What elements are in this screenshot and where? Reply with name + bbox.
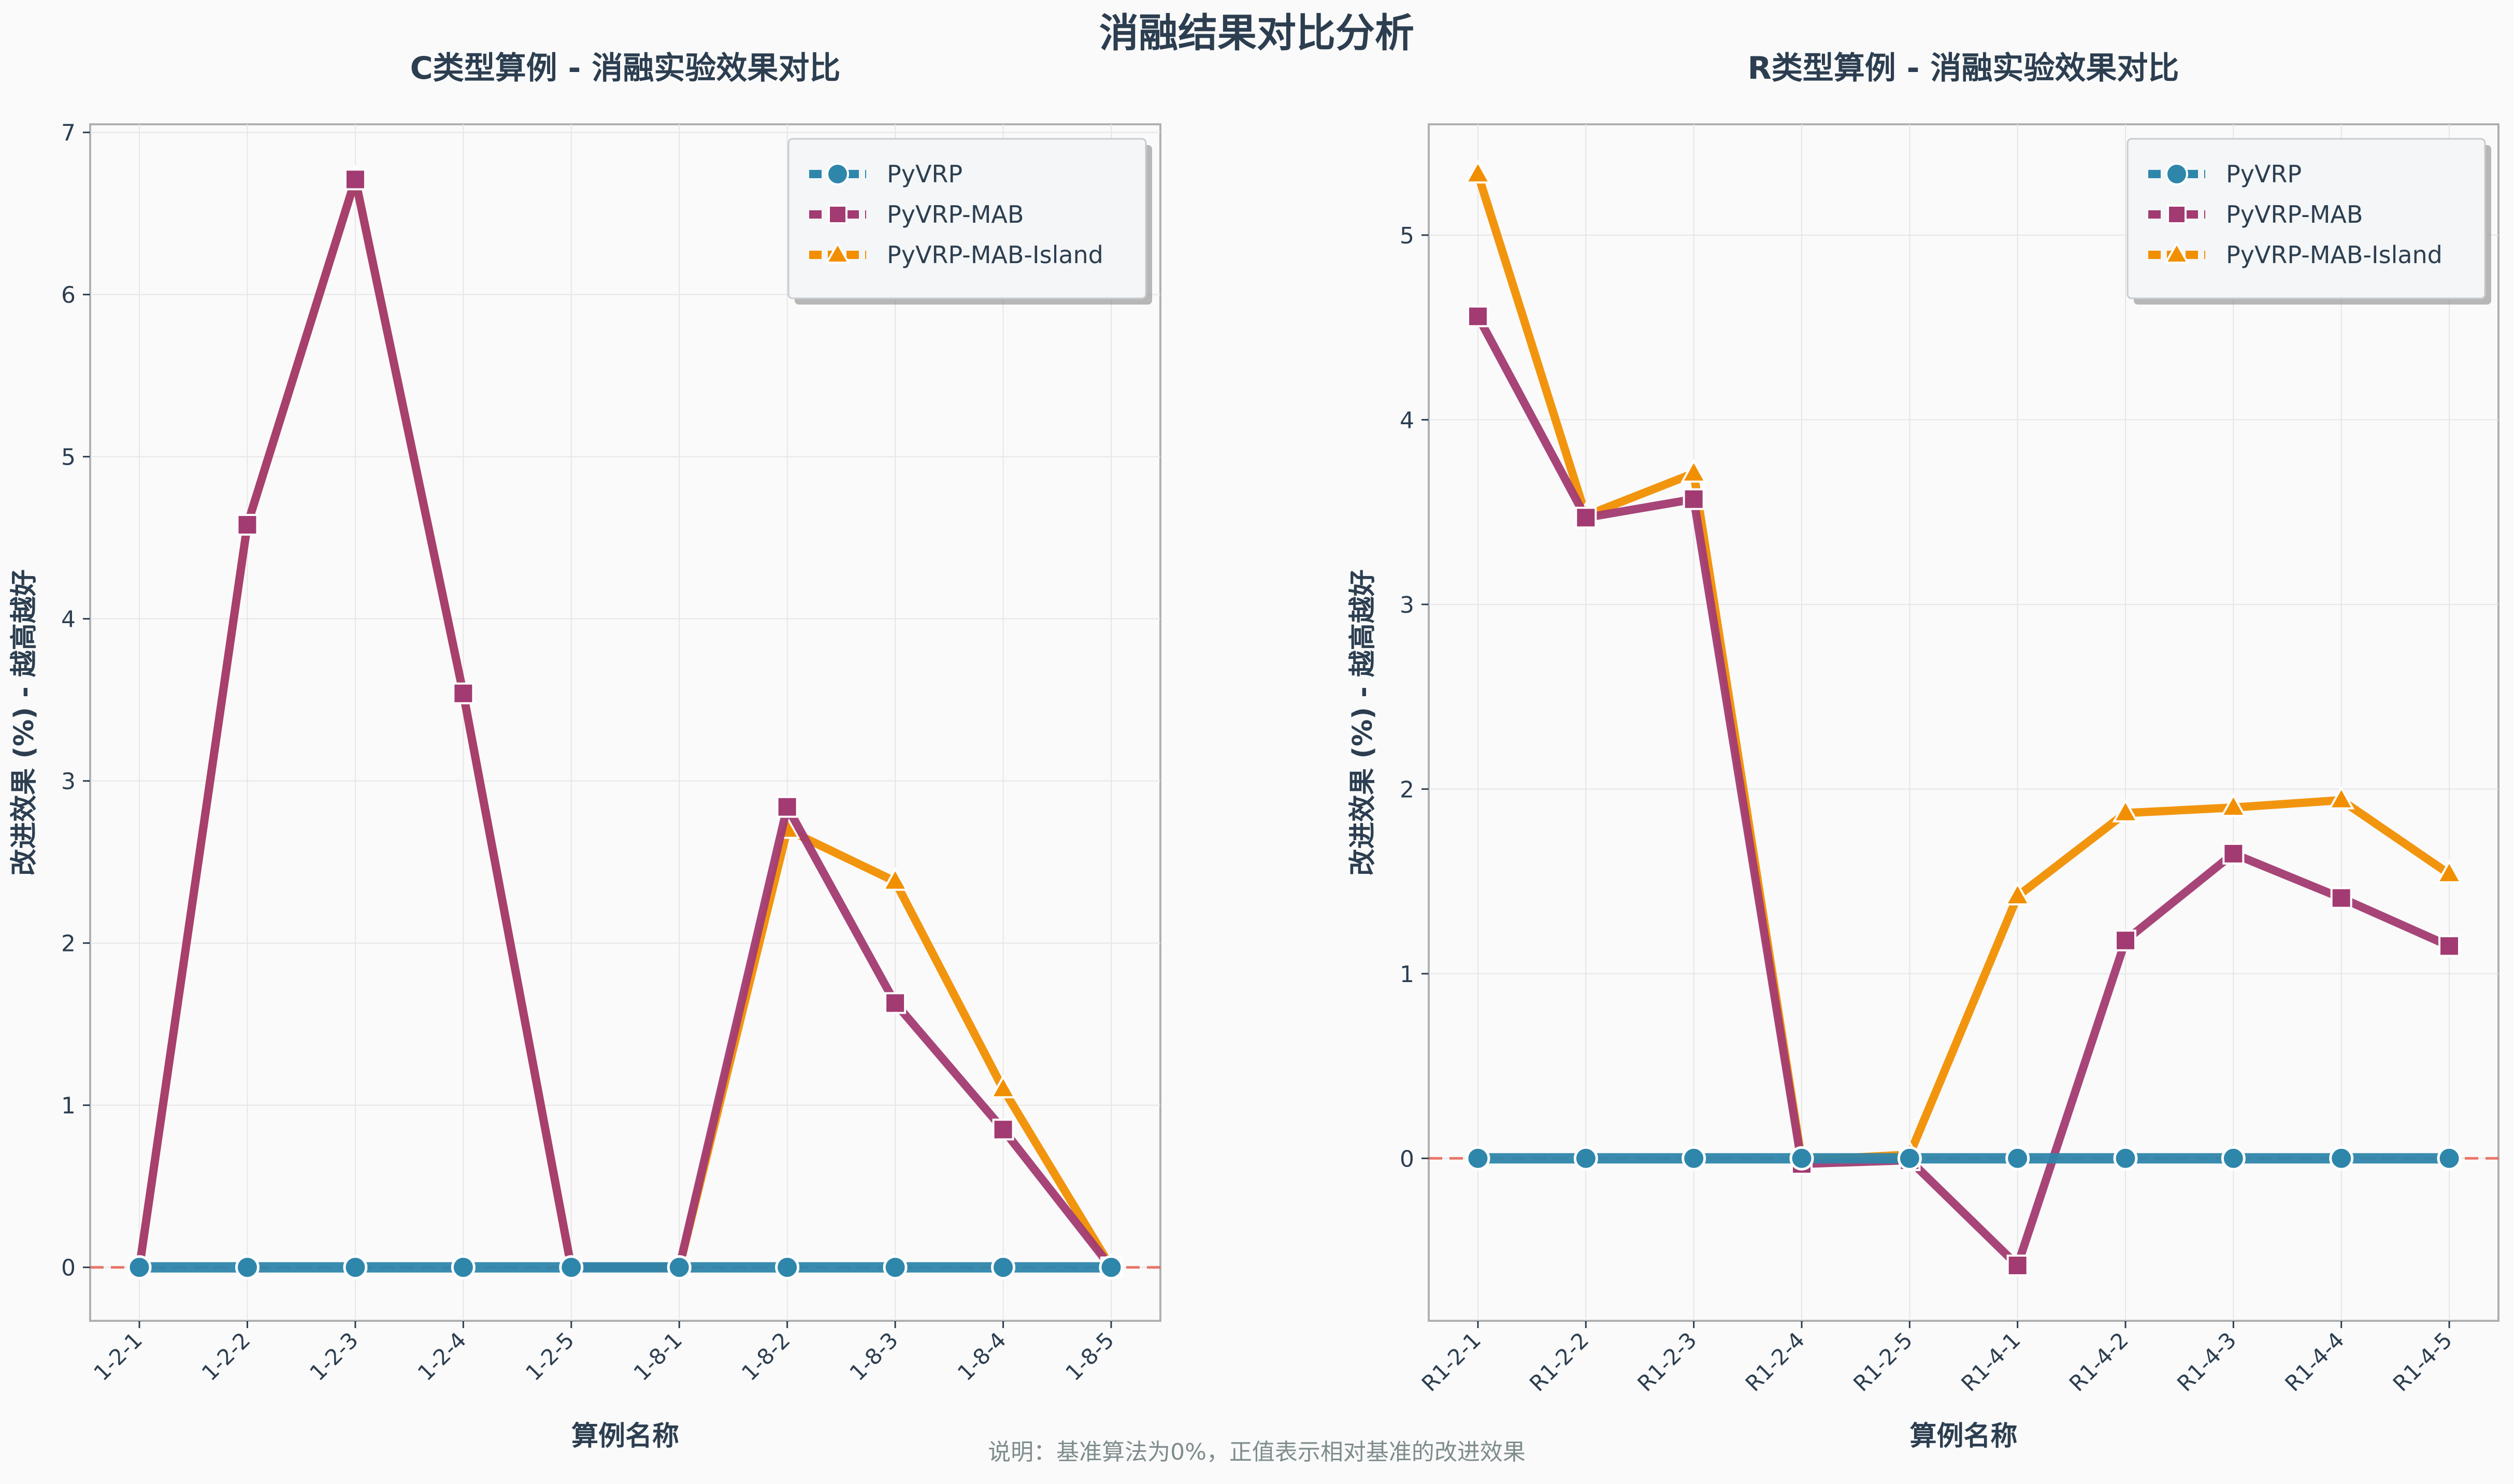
legend-label-pyvrp-mab-island: PyVRP-MAB-Island	[2226, 241, 2443, 269]
y-tick-label: 2	[61, 931, 76, 957]
point-pyvrp-mab	[884, 992, 907, 1014]
point-pyvrp-mab	[2438, 935, 2461, 957]
point-pyvrp-mab-island	[1464, 160, 1491, 184]
y-axis-label: 改进效果 (%) - 越高越好	[9, 569, 40, 876]
point-pyvrp	[667, 1255, 692, 1280]
legend-label-pyvrp-mab-island: PyVRP-MAB-Island	[887, 241, 1103, 269]
point-pyvrp-mab-island	[2220, 793, 2247, 817]
figure-suptitle: 消融结果对比分析	[1099, 10, 1414, 56]
legend-label-pyvrp: PyVRP	[2226, 160, 2302, 188]
point-pyvrp-mab-island	[2004, 882, 2031, 906]
point-pyvrp	[991, 1255, 1016, 1280]
series-line-pyvrp-mab	[1473, 312, 2454, 1270]
y-tick-label: 2	[1400, 776, 1414, 803]
point-pyvrp	[1897, 1146, 1922, 1171]
point-pyvrp	[2329, 1146, 2354, 1171]
x-axis-label: 算例名称	[1909, 1421, 2017, 1452]
point-pyvrp	[343, 1255, 368, 1280]
y-axis-label: 改进效果 (%) - 越高越好	[1347, 569, 1378, 876]
point-pyvrp-mab-island	[1680, 459, 1707, 483]
plot-area	[89, 123, 1161, 1322]
y-tick-label: 0	[1400, 1146, 1414, 1172]
legend-marker-pyvrp-mab-island	[825, 241, 851, 264]
legend-box	[2127, 138, 2486, 299]
point-pyvrp-mab-island	[2436, 859, 2463, 884]
point-pyvrp	[2113, 1146, 2138, 1171]
point-pyvrp-mab-island	[990, 1074, 1016, 1099]
legend-marker-pyvrp-mab	[828, 205, 847, 224]
point-pyvrp-mab	[2222, 843, 2245, 865]
legend-marker-pyvrp	[826, 163, 849, 185]
y-tick-label: 6	[61, 282, 76, 309]
point-pyvrp	[1466, 1146, 1490, 1171]
point-pyvrp-mab	[2006, 1255, 2029, 1277]
y-tick-label: 5	[61, 444, 76, 471]
point-pyvrp	[1789, 1146, 1814, 1171]
point-pyvrp	[2005, 1146, 2030, 1171]
plot-area	[1428, 123, 2499, 1322]
point-pyvrp-mab-island	[2328, 786, 2355, 810]
y-tick-label: 5	[1400, 223, 1414, 249]
point-pyvrp	[559, 1255, 584, 1280]
y-tick-label: 1	[61, 1093, 76, 1119]
panel-title: C类型算例 - 消融实验效果对比	[410, 50, 841, 87]
point-pyvrp-mab	[344, 168, 366, 191]
point-pyvrp	[2437, 1146, 2462, 1171]
point-pyvrp-mab	[2330, 887, 2352, 909]
y-tick-label: 0	[61, 1255, 76, 1281]
point-pyvrp-mab-island	[882, 867, 909, 891]
y-tick-label: 7	[61, 120, 76, 147]
y-tick-label: 1	[1400, 961, 1414, 988]
x-axis-label: 算例名称	[571, 1421, 679, 1452]
legend-marker-pyvrp	[2165, 163, 2188, 185]
legend-marker-pyvrp-mab	[2167, 205, 2187, 224]
legend-label-pyvrp-mab: PyVRP-MAB	[2226, 200, 2363, 228]
legend-label-pyvrp: PyVRP	[887, 160, 962, 188]
legend-box	[787, 138, 1147, 299]
point-pyvrp-mab	[452, 682, 475, 704]
point-pyvrp-mab	[2115, 929, 2137, 952]
point-pyvrp-mab	[1575, 507, 1597, 529]
point-pyvrp	[1682, 1146, 1706, 1171]
y-tick-label: 3	[61, 769, 76, 795]
point-pyvrp-mab	[776, 796, 798, 818]
y-tick-label: 3	[1400, 592, 1414, 618]
point-pyvrp	[451, 1255, 476, 1280]
point-pyvrp	[127, 1255, 152, 1280]
series-line-pyvrp-mab-island	[1473, 170, 2454, 1164]
panel-title: R类型算例 - 消融实验效果对比	[1748, 50, 2179, 87]
legend-label-pyvrp-mab: PyVRP-MAB	[887, 200, 1024, 228]
legend-marker-pyvrp-mab-island	[2164, 241, 2190, 264]
point-pyvrp	[1573, 1146, 1598, 1171]
point-pyvrp-mab-island	[2112, 799, 2139, 823]
figure-footnote: 说明：基准算法为0%，正值表示相对基准的改进效果	[988, 1439, 1526, 1465]
point-pyvrp-mab	[1467, 305, 1489, 327]
point-pyvrp	[2221, 1146, 2246, 1171]
point-pyvrp-mab	[236, 514, 258, 536]
y-tick-label: 4	[61, 607, 76, 633]
y-tick-label: 4	[1400, 407, 1414, 434]
point-pyvrp	[1099, 1255, 1124, 1280]
point-pyvrp	[775, 1255, 800, 1280]
point-pyvrp	[235, 1255, 260, 1280]
point-pyvrp-mab	[1683, 488, 1705, 510]
point-pyvrp-mab	[992, 1118, 1014, 1141]
point-pyvrp	[883, 1255, 908, 1280]
